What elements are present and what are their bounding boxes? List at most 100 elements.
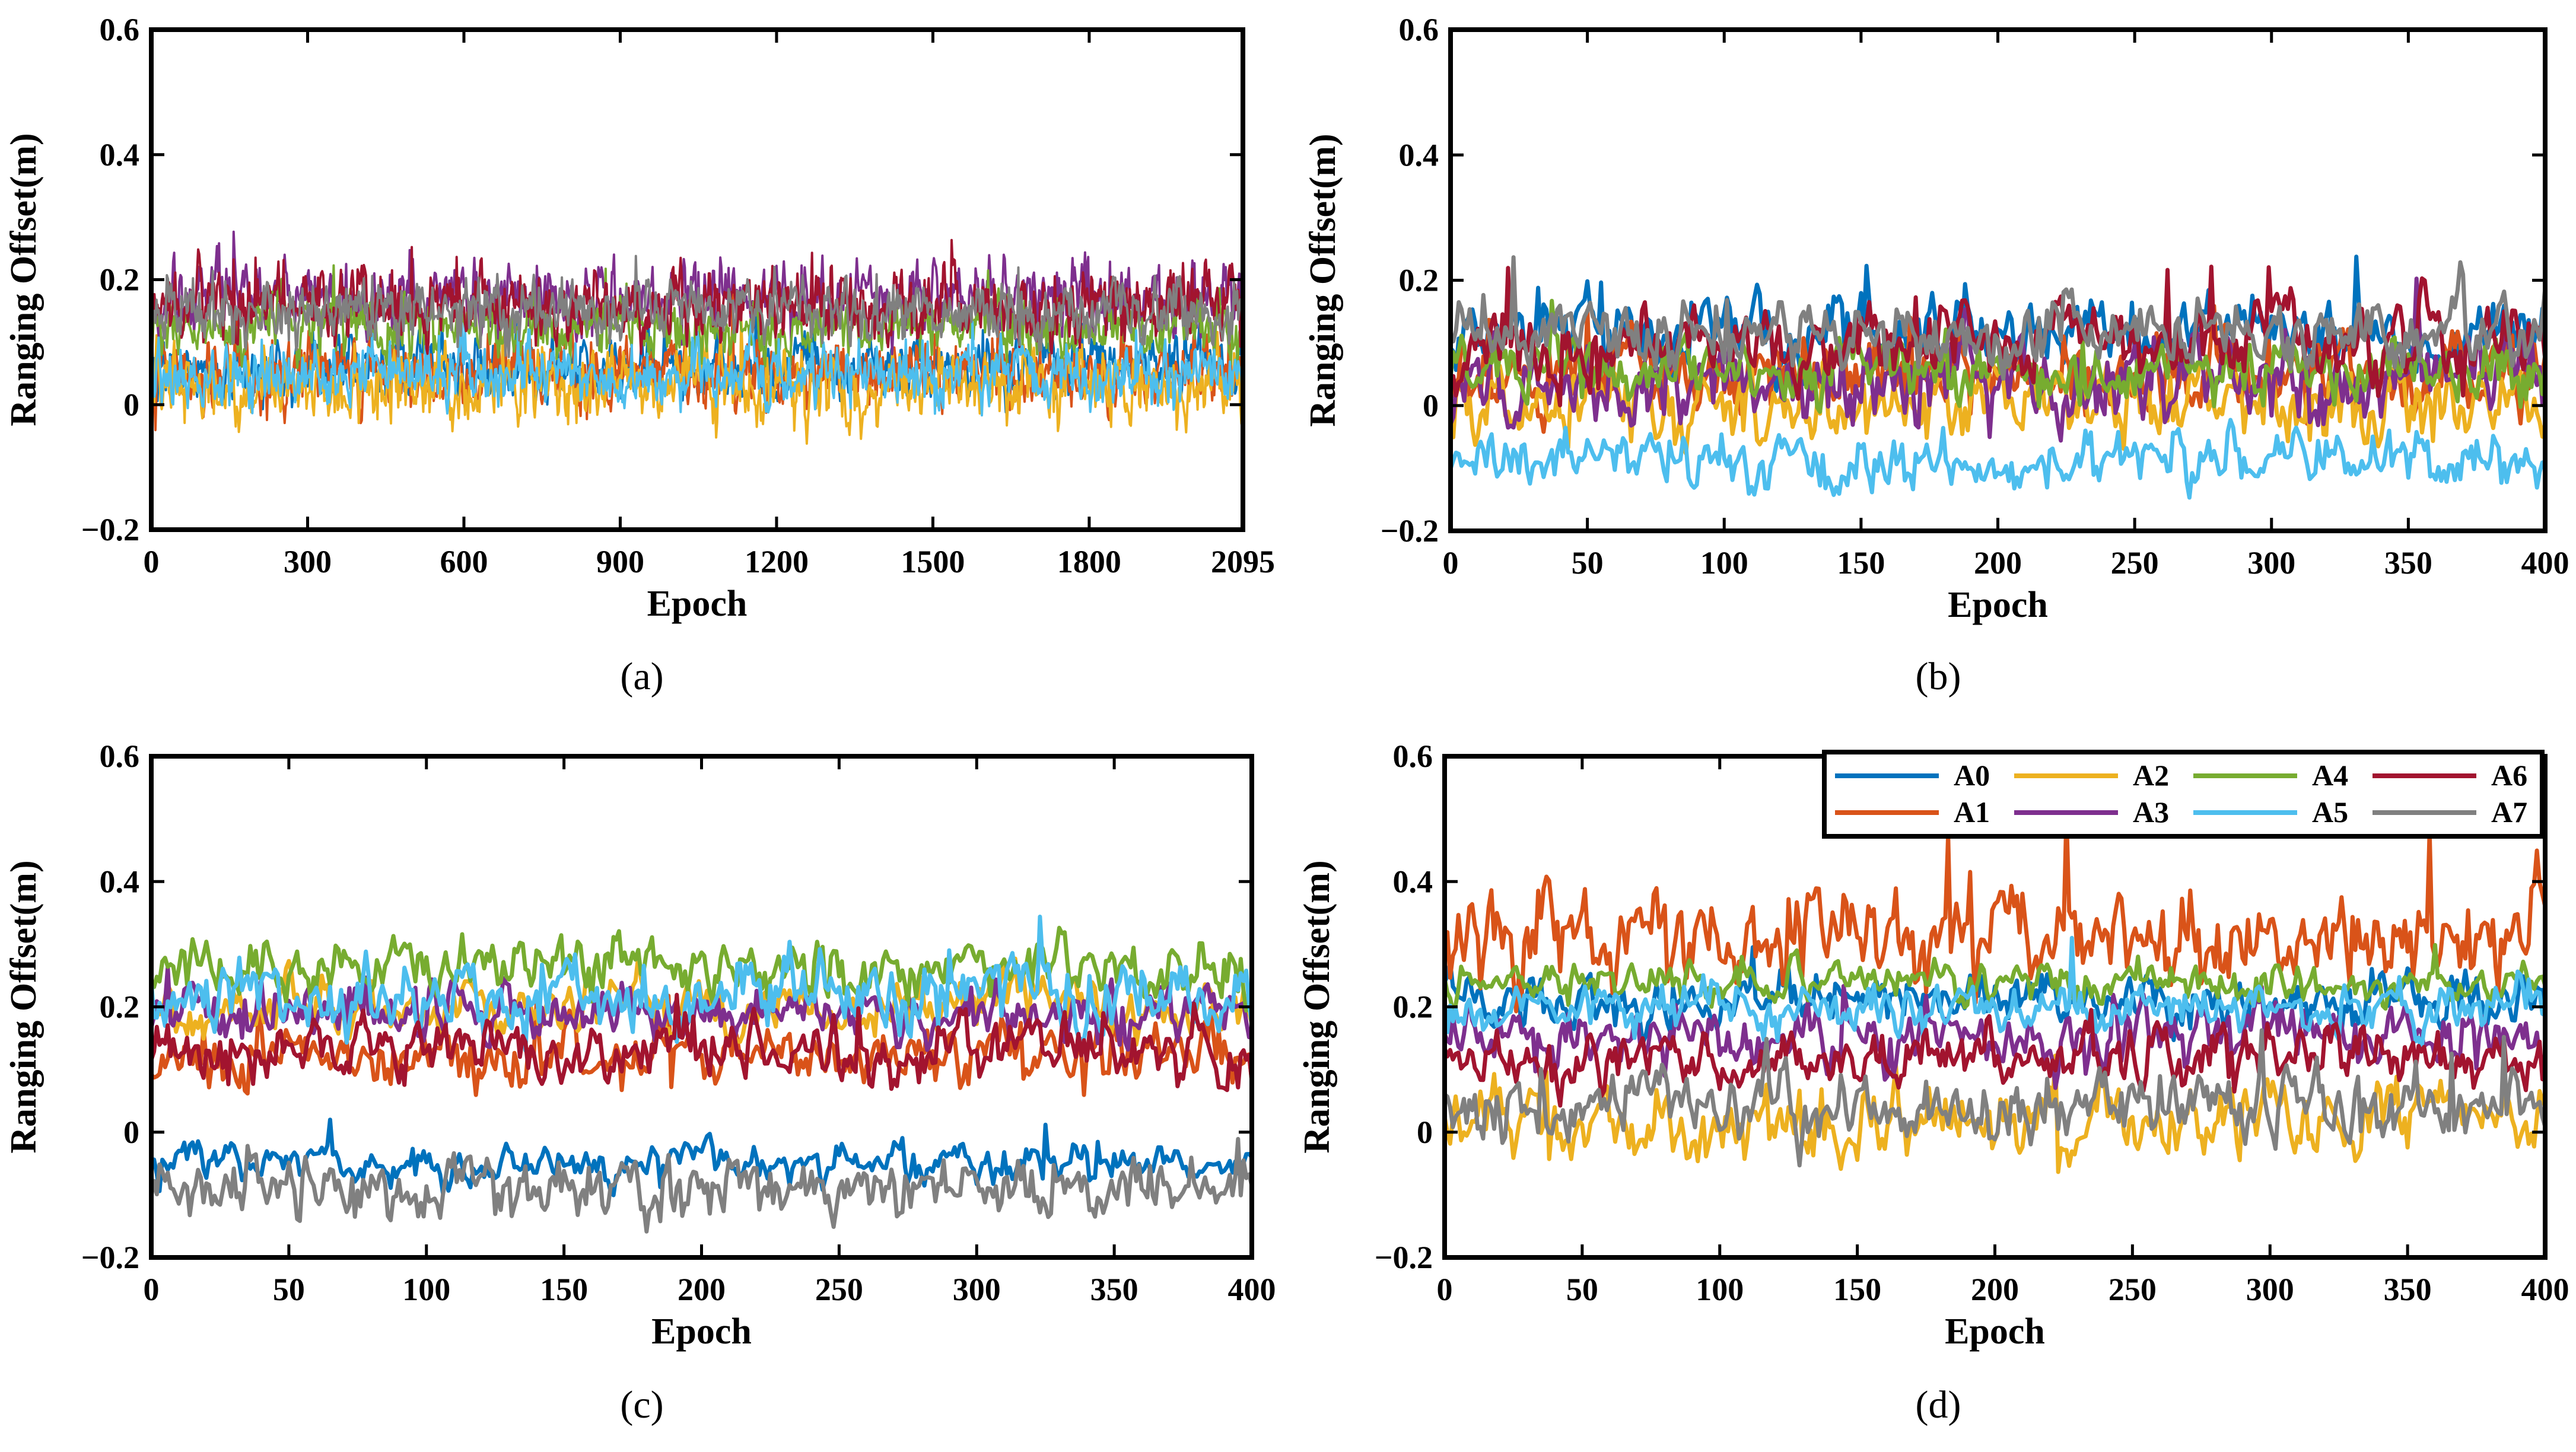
- x-axis-label: Epoch: [651, 1311, 752, 1352]
- y-axis-label: Ranging Offset(m): [4, 133, 44, 426]
- subfigure-label: (a): [620, 655, 663, 698]
- y-tick-label: 0.4: [1399, 137, 1439, 173]
- y-axis-label: Ranging Offset(m): [4, 860, 44, 1153]
- legend-label-A6: A6: [2491, 759, 2527, 792]
- y-tick-label: −0.2: [1375, 1240, 1433, 1275]
- x-tick-label: 400: [2521, 1272, 2569, 1307]
- series-line-A3: [1451, 276, 2545, 443]
- y-tick-label: 0.4: [100, 137, 140, 173]
- subfigure-label: (d): [1916, 1383, 1961, 1426]
- x-tick-label: 300: [284, 544, 332, 579]
- y-axis-label: Ranging Offset(m): [1303, 133, 1343, 426]
- x-tick-label: 1200: [745, 544, 809, 579]
- legend-label-A4: A4: [2312, 759, 2348, 792]
- series-line-A1: [1445, 811, 2545, 1014]
- x-axis-label: Epoch: [1945, 1311, 2045, 1352]
- series-line-A4: [1451, 298, 2545, 414]
- x-tick-label: 900: [596, 544, 644, 579]
- series-line-A7: [151, 254, 1243, 358]
- x-tick-label: 150: [1837, 545, 1885, 581]
- x-tick-label: 100: [1700, 545, 1748, 581]
- x-tick-label: 100: [1696, 1272, 1744, 1307]
- x-tick-label: 0: [1443, 545, 1459, 581]
- x-tick-label: 1800: [1057, 544, 1121, 579]
- x-tick-label: 50: [1572, 545, 1604, 581]
- x-tick-label: 300: [953, 1272, 1001, 1307]
- x-tick-label: 350: [2384, 545, 2432, 581]
- x-tick-label: 350: [1090, 1272, 1138, 1307]
- x-tick-label: 0: [1437, 1272, 1453, 1307]
- series-line-A7: [1445, 1028, 2545, 1168]
- x-tick-label: 0: [144, 544, 160, 579]
- series-group: [1451, 254, 2545, 500]
- x-tick-label: 100: [402, 1272, 450, 1307]
- series-group: [151, 915, 1252, 1234]
- y-tick-label: 0: [123, 387, 139, 422]
- x-tick-label: 250: [815, 1272, 863, 1307]
- series-line-A5: [1445, 935, 2545, 1052]
- legend-label-A2: A2: [2133, 759, 2169, 792]
- x-tick-label: 50: [1566, 1272, 1598, 1307]
- x-tick-label: 300: [2247, 545, 2295, 581]
- series-line-A4: [151, 925, 1252, 1013]
- y-tick-label: 0.4: [100, 864, 140, 899]
- x-tick-label: 400: [2521, 545, 2569, 581]
- x-tick-label: 200: [1971, 1272, 2019, 1307]
- y-tick-label: 0.6: [1399, 12, 1439, 47]
- y-tick-label: 0: [1423, 388, 1439, 424]
- x-tick-label: 2095: [1211, 544, 1275, 579]
- series-line-A3: [1445, 984, 2545, 1090]
- y-tick-label: −0.2: [1381, 513, 1439, 549]
- plot-area: [1451, 30, 2545, 531]
- y-tick-label: −0.2: [81, 1240, 139, 1275]
- y-tick-label: 0: [123, 1115, 139, 1150]
- y-tick-label: 0.6: [1393, 738, 1433, 774]
- series-line-A6: [151, 992, 1252, 1093]
- panel-c: −0.200.20.40.60 50 100 150 200 250 300 350 400Ep…: [4, 738, 1276, 1426]
- series-line-A5: [151, 320, 1243, 417]
- y-tick-label: 0.2: [1393, 989, 1433, 1025]
- x-tick-label: 150: [1833, 1272, 1881, 1307]
- x-tick-label: 250: [2111, 545, 2159, 581]
- series-line-A4: [1445, 942, 2545, 1013]
- panel-d: −0.200.20.40.60 50 100 150 200 250 300 350 400Ep…: [1297, 738, 2569, 1426]
- x-tick-label: 400: [1228, 1272, 1276, 1307]
- legend-label-A0: A0: [1954, 759, 1990, 792]
- legend-label-A5: A5: [2312, 795, 2348, 829]
- series-line-A6: [1445, 1008, 2545, 1108]
- series-line-A0: [151, 1117, 1252, 1198]
- x-tick-label: 600: [440, 544, 488, 579]
- y-tick-label: 0.2: [100, 262, 140, 298]
- legend-label-A1: A1: [1954, 795, 1990, 829]
- series-line-A7: [151, 1136, 1252, 1234]
- series-line-A7: [1451, 255, 2545, 381]
- series-line-A5: [1451, 418, 2545, 500]
- subfigure-label: (b): [1916, 655, 1961, 698]
- legend-box: [1822, 750, 2545, 839]
- panel-b: −0.200.20.40.60 50 100 150 200 250 300 350 400Ep…: [1303, 12, 2569, 698]
- series-group: [151, 230, 1243, 445]
- series-line-A5: [151, 915, 1252, 1053]
- legend-label-A3: A3: [2133, 795, 2169, 829]
- series-group: [1445, 811, 2545, 1174]
- x-tick-label: 350: [2384, 1272, 2432, 1307]
- y-tick-label: 0.2: [100, 989, 140, 1025]
- x-tick-label: 1500: [901, 544, 965, 579]
- x-tick-label: 200: [1974, 545, 2022, 581]
- y-tick-label: 0.2: [1399, 263, 1439, 298]
- y-axis-label: Ranging Offset(m): [1297, 860, 1337, 1153]
- x-tick-label: 250: [2108, 1272, 2157, 1307]
- legend-label-A7: A7: [2491, 795, 2527, 829]
- x-tick-label: 300: [2246, 1272, 2294, 1307]
- y-tick-label: 0.6: [100, 738, 140, 774]
- panel-a: −0.200.20.40.60 300 600 900 1200 1500 1800 2095…: [4, 12, 1275, 698]
- subfigure-label: (c): [620, 1383, 663, 1426]
- x-tick-label: 0: [144, 1272, 160, 1307]
- y-tick-label: 0.6: [100, 12, 140, 47]
- y-tick-label: 0: [1417, 1115, 1433, 1150]
- y-tick-label: 0.4: [1393, 864, 1433, 899]
- x-axis-label: Epoch: [1948, 585, 2048, 625]
- y-tick-label: −0.2: [81, 512, 139, 547]
